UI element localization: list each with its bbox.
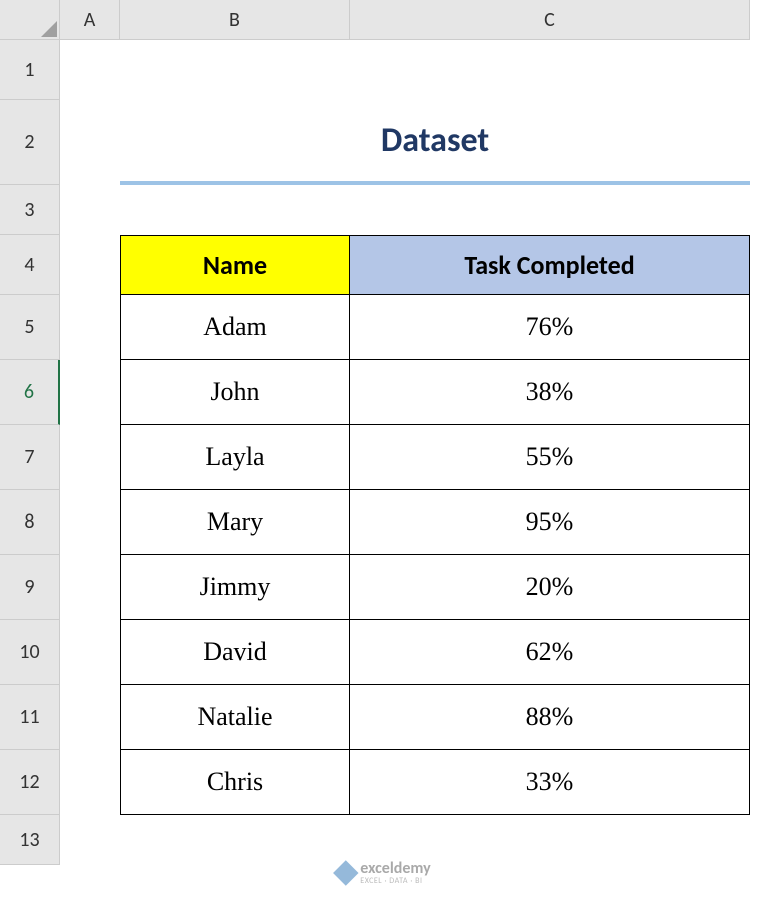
cell-pct-12[interactable]: 33% (350, 750, 750, 815)
cell-name-7[interactable]: Layla (120, 425, 350, 490)
row-header-10[interactable]: 10 (0, 620, 60, 685)
row-header-11[interactable]: 11 (0, 685, 60, 750)
cell-A8[interactable] (60, 490, 120, 555)
col-header-A[interactable]: A (60, 0, 120, 40)
cell-name-9[interactable]: Jimmy (120, 555, 350, 620)
cell-pct-10[interactable]: 62% (350, 620, 750, 685)
cell-A1[interactable] (60, 40, 120, 100)
cell-name-11[interactable]: Natalie (120, 685, 350, 750)
cell-A9[interactable] (60, 555, 120, 620)
row-header-7[interactable]: 7 (0, 425, 60, 490)
cell-pct-11[interactable]: 88% (350, 685, 750, 750)
cell-A4[interactable] (60, 235, 120, 295)
cell-name-10[interactable]: David (120, 620, 350, 685)
cell-pct-9[interactable]: 20% (350, 555, 750, 620)
row-header-5[interactable]: 5 (0, 295, 60, 360)
watermark-tagline: EXCEL · DATA · BI (360, 877, 430, 885)
cell-A10[interactable] (60, 620, 120, 685)
col-header-C[interactable]: C (350, 0, 750, 40)
watermark: exceldemy EXCEL · DATA · BI (336, 861, 430, 885)
spreadsheet-grid: A B C 1 2 Dataset 3 4 Name Task Complete… (0, 0, 767, 865)
row-header-4[interactable]: 4 (0, 235, 60, 295)
cell-B1[interactable] (120, 40, 350, 100)
cell-name-5[interactable]: Adam (120, 295, 350, 360)
cell-A5[interactable] (60, 295, 120, 360)
row-header-6[interactable]: 6 (0, 360, 60, 425)
cell-C13[interactable] (350, 815, 750, 865)
dataset-title[interactable]: Dataset (120, 100, 750, 185)
select-all-corner[interactable] (0, 0, 60, 40)
table-header-name[interactable]: Name (120, 235, 350, 295)
cell-pct-6[interactable]: 38% (350, 360, 750, 425)
cell-pct-7[interactable]: 55% (350, 425, 750, 490)
cell-A13[interactable] (60, 815, 120, 865)
cell-name-8[interactable]: Mary (120, 490, 350, 555)
watermark-brand: exceldemy (360, 861, 430, 877)
cell-pct-8[interactable]: 95% (350, 490, 750, 555)
cell-pct-5[interactable]: 76% (350, 295, 750, 360)
row-header-13[interactable]: 13 (0, 815, 60, 865)
row-header-8[interactable]: 8 (0, 490, 60, 555)
cell-A6[interactable] (60, 360, 120, 425)
cell-C3[interactable] (350, 185, 750, 235)
cell-name-6[interactable]: John (120, 360, 350, 425)
row-header-1[interactable]: 1 (0, 40, 60, 100)
col-header-B[interactable]: B (120, 0, 350, 40)
watermark-logo-icon (333, 860, 358, 885)
cell-A2[interactable] (60, 100, 120, 185)
cell-A11[interactable] (60, 685, 120, 750)
row-header-2[interactable]: 2 (0, 100, 60, 185)
cell-C1[interactable] (350, 40, 750, 100)
row-header-12[interactable]: 12 (0, 750, 60, 815)
cell-B3[interactable] (120, 185, 350, 235)
cell-A7[interactable] (60, 425, 120, 490)
cell-name-12[interactable]: Chris (120, 750, 350, 815)
cell-B13[interactable] (120, 815, 350, 865)
table-header-task[interactable]: Task Completed (350, 235, 750, 295)
row-header-9[interactable]: 9 (0, 555, 60, 620)
row-header-3[interactable]: 3 (0, 185, 60, 235)
cell-A3[interactable] (60, 185, 120, 235)
cell-A12[interactable] (60, 750, 120, 815)
